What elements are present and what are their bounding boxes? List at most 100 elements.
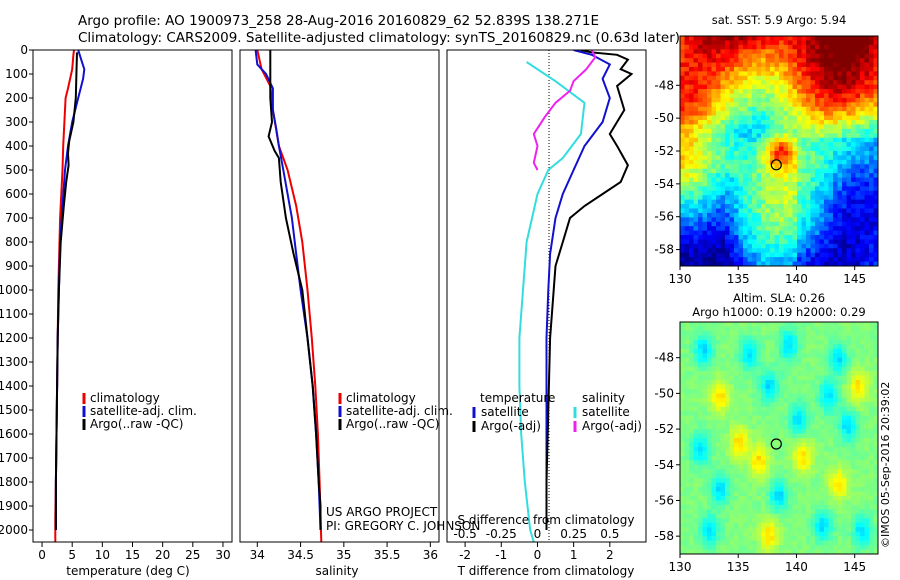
heatmap-cell bbox=[770, 357, 776, 363]
heatmap-cell bbox=[801, 366, 807, 372]
heatmap-cell bbox=[788, 168, 794, 174]
heatmap-cell bbox=[860, 204, 866, 210]
heatmap-cell bbox=[747, 415, 753, 421]
heatmap-cell bbox=[819, 518, 825, 524]
heatmap-cell bbox=[702, 406, 708, 412]
heatmap-cell bbox=[860, 199, 866, 205]
heatmap-cell bbox=[711, 415, 717, 421]
heatmap-cell bbox=[725, 102, 731, 108]
heatmap-cell bbox=[873, 155, 878, 161]
heatmap-cell bbox=[743, 522, 749, 528]
heatmap-cell bbox=[702, 478, 708, 484]
heatmap-cell bbox=[734, 44, 740, 50]
heatmap-cell bbox=[770, 120, 776, 126]
heatmap-cell bbox=[801, 388, 807, 394]
heatmap-cell bbox=[824, 371, 830, 377]
heatmap-cell bbox=[779, 344, 785, 350]
heatmap-cell bbox=[851, 235, 857, 241]
heatmap-cell bbox=[774, 146, 780, 152]
heatmap-cell bbox=[752, 146, 758, 152]
heatmap-cell bbox=[846, 177, 852, 183]
y-tick-label: 1900 bbox=[0, 499, 28, 513]
heatmap-cell bbox=[833, 322, 839, 328]
heatmap-cell bbox=[833, 133, 839, 139]
heatmap-cell bbox=[819, 429, 825, 435]
heatmap-cell bbox=[779, 62, 785, 68]
heatmap-cell bbox=[774, 424, 780, 430]
heatmap-cell bbox=[779, 93, 785, 99]
heatmap-cell bbox=[680, 190, 686, 196]
heatmap-cell bbox=[774, 545, 780, 551]
heatmap-cell bbox=[864, 49, 870, 55]
heatmap-cell bbox=[743, 248, 749, 254]
heatmap-cell bbox=[734, 252, 740, 258]
heatmap-cell bbox=[743, 429, 749, 435]
heatmap-cell bbox=[774, 159, 780, 165]
heatmap-cell bbox=[743, 460, 749, 466]
heatmap-cell bbox=[806, 212, 812, 218]
heatmap-cell bbox=[716, 243, 722, 249]
heatmap-cell bbox=[711, 36, 717, 42]
heatmap-cell bbox=[860, 455, 866, 461]
heatmap-cell bbox=[729, 173, 735, 179]
heatmap-cell bbox=[819, 252, 825, 258]
heatmap-cell bbox=[815, 226, 821, 232]
heatmap-cell bbox=[743, 186, 749, 192]
heatmap-cell bbox=[828, 487, 834, 493]
heatmap-cell bbox=[788, 473, 794, 479]
heatmap-cell bbox=[810, 464, 816, 470]
heatmap-cell bbox=[716, 446, 722, 452]
heatmap-cell bbox=[851, 420, 857, 426]
heatmap-cell bbox=[765, 173, 771, 179]
heatmap-cell bbox=[801, 66, 807, 72]
heatmap-cell bbox=[707, 221, 713, 227]
heatmap-cell bbox=[752, 518, 758, 524]
heatmap-cell bbox=[689, 509, 695, 515]
heatmap-cell bbox=[788, 527, 794, 533]
heatmap-cell bbox=[729, 217, 735, 223]
heatmap-cell bbox=[756, 446, 762, 452]
heatmap-cell bbox=[837, 142, 843, 148]
heatmap-cell bbox=[756, 89, 762, 95]
heatmap-cell bbox=[711, 66, 717, 72]
heatmap-cell bbox=[707, 415, 713, 421]
heatmap-cell bbox=[743, 159, 749, 165]
heatmap-cell bbox=[716, 49, 722, 55]
heatmap-cell bbox=[720, 397, 726, 403]
heatmap-cell bbox=[855, 366, 861, 372]
heatmap-cell bbox=[801, 353, 807, 359]
heatmap-cell bbox=[761, 239, 767, 245]
heatmap-cell bbox=[819, 226, 825, 232]
heatmap-cell bbox=[864, 115, 870, 121]
heatmap-cell bbox=[765, 221, 771, 227]
heatmap-cell bbox=[680, 353, 686, 359]
heatmap-cell bbox=[783, 464, 789, 470]
heatmap-cell bbox=[743, 513, 749, 519]
heatmap-cell bbox=[783, 491, 789, 497]
heatmap-cell bbox=[761, 49, 767, 55]
heatmap-cell bbox=[788, 40, 794, 46]
heatmap-cell bbox=[837, 164, 843, 170]
heatmap-cell bbox=[797, 446, 803, 452]
heatmap-cell bbox=[734, 115, 740, 121]
heatmap-cell bbox=[761, 212, 767, 218]
heatmap-cell bbox=[864, 226, 870, 232]
heatmap-cell bbox=[779, 168, 785, 174]
heatmap-cell bbox=[752, 464, 758, 470]
heatmap-cell bbox=[860, 420, 866, 426]
heatmap-cell bbox=[734, 344, 740, 350]
heatmap-cell bbox=[824, 460, 830, 466]
heatmap-cell bbox=[752, 71, 758, 77]
heatmap-cell bbox=[810, 429, 816, 435]
heatmap-cell bbox=[846, 500, 852, 506]
heatmap-cell bbox=[743, 190, 749, 196]
heatmap-cell bbox=[824, 357, 830, 363]
heatmap-cell bbox=[761, 208, 767, 214]
heatmap-cell bbox=[815, 252, 821, 258]
heatmap-cell bbox=[828, 133, 834, 139]
heatmap-cell bbox=[720, 66, 726, 72]
heatmap-cell bbox=[689, 473, 695, 479]
heatmap-cell bbox=[738, 102, 744, 108]
heatmap-cell bbox=[756, 362, 762, 368]
heatmap-cell bbox=[743, 348, 749, 354]
